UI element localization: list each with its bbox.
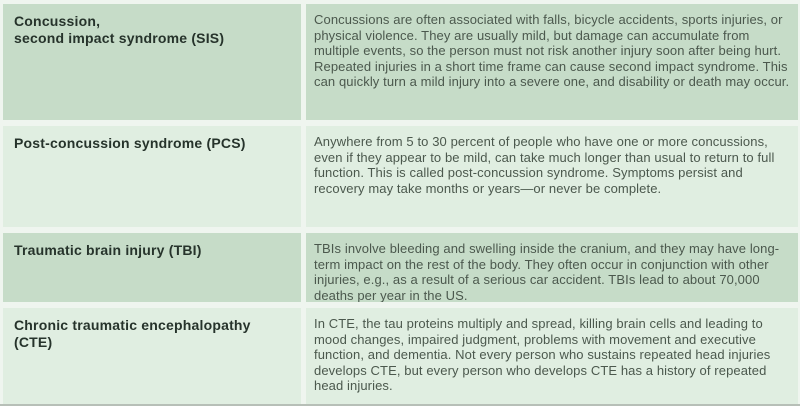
condition-description-pcs: Anywhere from 5 to 30 percent of people … <box>306 126 798 227</box>
condition-description-cte: In CTE, the tau proteins multiply and sp… <box>306 308 798 404</box>
conditions-table: Concussion, second impact syndrome (SIS)… <box>3 4 798 404</box>
condition-description-concussion-sis: Concussions are often associated with fa… <box>306 4 798 120</box>
condition-term-tbi: Traumatic brain injury (TBI) <box>3 233 301 302</box>
condition-term-cte: Chronic traumatic encephalopathy (CTE) <box>3 308 301 404</box>
condition-term-concussion-sis: Concussion, second impact syndrome (SIS) <box>3 4 301 120</box>
condition-term-pcs: Post-concussion syndrome (PCS) <box>3 126 301 227</box>
condition-description-tbi: TBIs involve bleeding and swelling insid… <box>306 233 798 302</box>
